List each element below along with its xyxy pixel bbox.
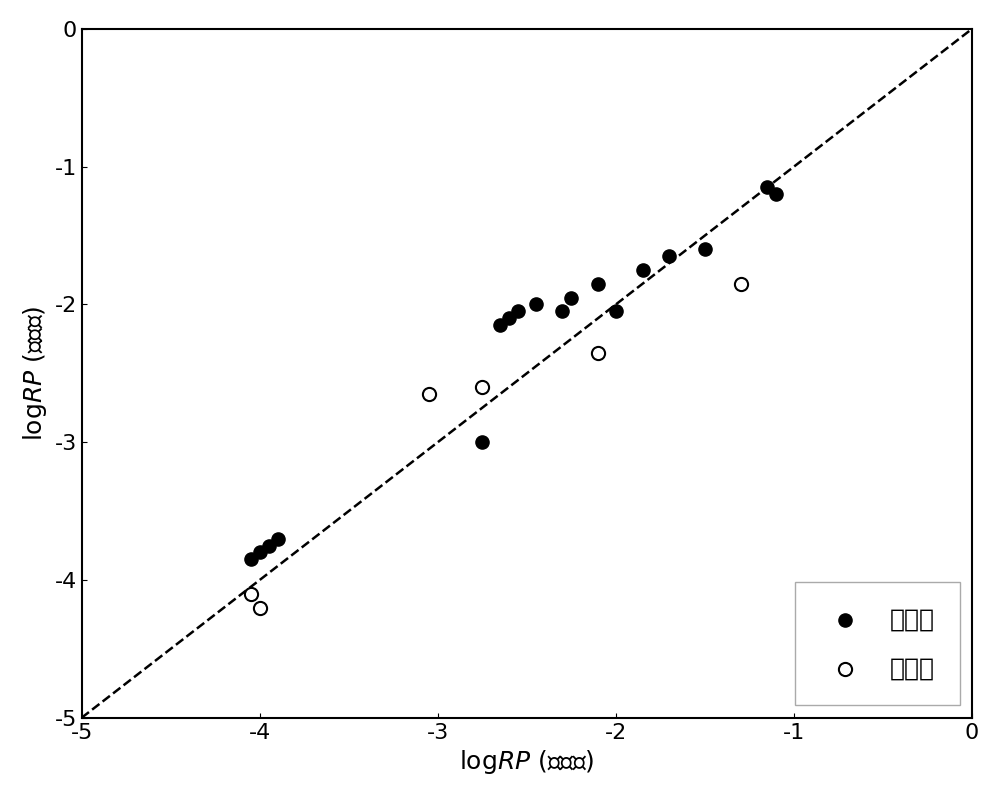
Point	[590, 277, 606, 290]
Point	[252, 601, 268, 614]
Point	[635, 264, 651, 277]
Point	[243, 587, 259, 600]
Point	[768, 188, 784, 201]
Point	[421, 387, 437, 400]
Point	[733, 277, 749, 290]
Point	[563, 291, 579, 304]
X-axis label: log$\it{RP}$ (实验值): log$\it{RP}$ (实验值)	[459, 748, 595, 776]
Point	[661, 249, 677, 262]
Point	[270, 532, 286, 545]
Legend: 训练集, 验证集: 训练集, 验证集	[795, 583, 960, 705]
Point	[697, 243, 713, 256]
Point	[501, 312, 517, 324]
Point	[608, 305, 624, 318]
Point	[590, 346, 606, 359]
Point	[474, 436, 490, 449]
Point	[243, 553, 259, 566]
Y-axis label: log$\it{RP}$ (预测值): log$\it{RP}$ (预测值)	[21, 305, 49, 441]
Point	[474, 381, 490, 394]
Point	[252, 546, 268, 559]
Point	[492, 319, 508, 332]
Point	[261, 539, 277, 552]
Point	[759, 181, 775, 194]
Point	[528, 298, 544, 311]
Point	[510, 305, 526, 318]
Point	[554, 305, 570, 318]
